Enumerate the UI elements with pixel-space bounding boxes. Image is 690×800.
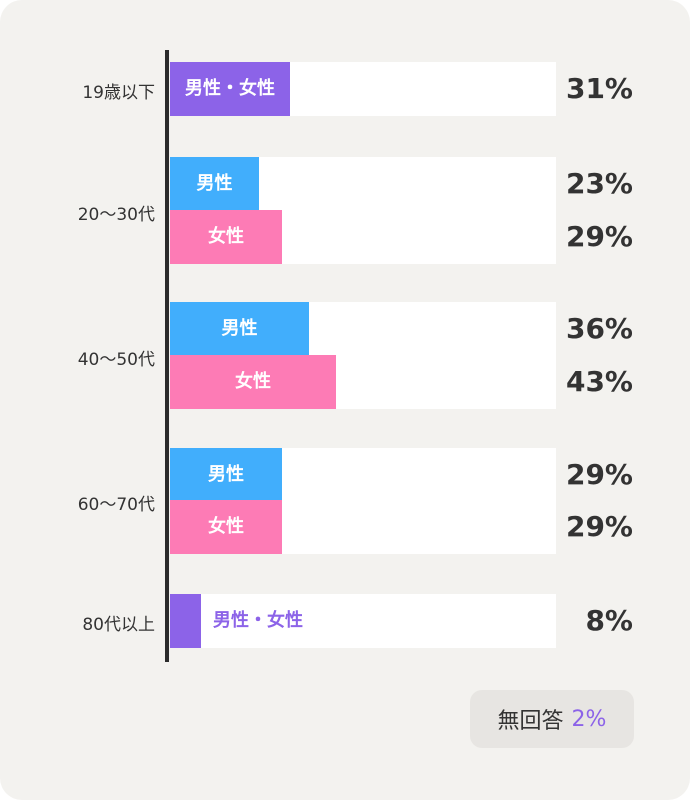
- bar: [170, 302, 309, 356]
- bar-label: 男性・女性: [185, 78, 275, 99]
- bar: [170, 157, 259, 211]
- bar-label: 男性: [221, 318, 258, 339]
- no-answer-value: 2%: [571, 706, 607, 732]
- data-label: 29%: [565, 220, 633, 253]
- bar: [170, 355, 336, 409]
- bar-track: 女性: [170, 210, 556, 264]
- group-label: 40〜50代: [77, 349, 155, 370]
- bar-track: 男性: [170, 157, 556, 211]
- group-label: 60〜70代: [77, 495, 155, 515]
- data-label: 29%: [565, 458, 633, 491]
- bar-track: 男性: [170, 302, 556, 356]
- data-label: 31%: [565, 72, 633, 105]
- group-label: 19歳以下: [82, 83, 155, 103]
- chart-axis: [165, 50, 169, 662]
- bar-track: 女性: [170, 500, 556, 554]
- bar-label: 女性: [208, 226, 244, 247]
- bar-label: 女性: [208, 516, 244, 537]
- no-answer-label: 無回答: [497, 709, 564, 734]
- bar: [170, 62, 290, 116]
- bar-track: 男性・女性: [170, 62, 556, 116]
- bar-label: 女性: [235, 371, 271, 392]
- bar-label: 男性・女性: [213, 610, 303, 631]
- bar-label: 男性: [208, 464, 244, 485]
- data-label: 29%: [565, 510, 633, 543]
- bar-label: 男性: [196, 173, 233, 194]
- bar: [170, 500, 282, 554]
- no-answer-badge: 無回答 2%: [470, 690, 634, 748]
- bar-track: 男性: [170, 448, 556, 502]
- bar: [170, 448, 282, 502]
- bar: [170, 210, 282, 264]
- data-label: 8%: [585, 604, 633, 637]
- bar-track: 男性・女性: [170, 594, 556, 648]
- data-label: 23%: [565, 167, 633, 200]
- data-label: 36%: [565, 312, 633, 345]
- bar: [170, 594, 201, 648]
- data-label: 43%: [565, 365, 633, 398]
- group-label: 20〜30代: [77, 204, 155, 225]
- group-label: 80代以上: [82, 615, 155, 635]
- bar-track: 女性: [170, 355, 556, 409]
